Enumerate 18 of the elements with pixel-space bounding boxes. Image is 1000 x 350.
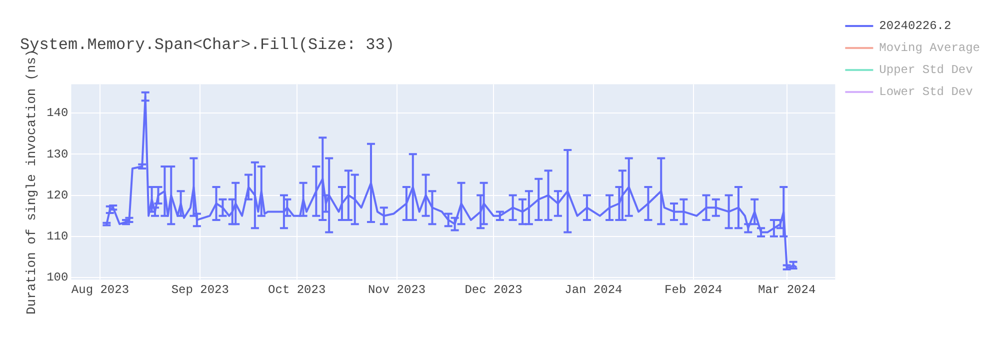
- x-tick-label: Jan 2024: [564, 282, 622, 297]
- x-tick-label: Feb 2024: [664, 282, 722, 297]
- chart-title: System.Memory.Span<Char>.Fill(Size: 33): [20, 36, 394, 54]
- legend-label: Upper Std Dev: [879, 63, 973, 78]
- x-tick-label: Dec 2023: [464, 282, 522, 297]
- y-tick-label: 110: [46, 230, 68, 244]
- legend-label: Lower Std Dev: [879, 85, 973, 100]
- y-tick-label: 130: [46, 147, 68, 162]
- legend-label: 20240226.2: [879, 19, 952, 34]
- x-tick-label: Sep 2023: [171, 282, 229, 297]
- y-tick-label: 120: [46, 188, 68, 202]
- legend-label: Moving Average: [879, 41, 980, 56]
- x-tick-label: Oct 2023: [268, 282, 326, 297]
- x-tick-label: Nov 2023: [368, 282, 426, 297]
- x-tick-label: Mar 2024: [758, 282, 816, 297]
- x-tick-label: Aug 2023: [71, 282, 130, 297]
- y-tick-label: 100: [46, 270, 68, 285]
- y-tick-label: 140: [46, 106, 68, 120]
